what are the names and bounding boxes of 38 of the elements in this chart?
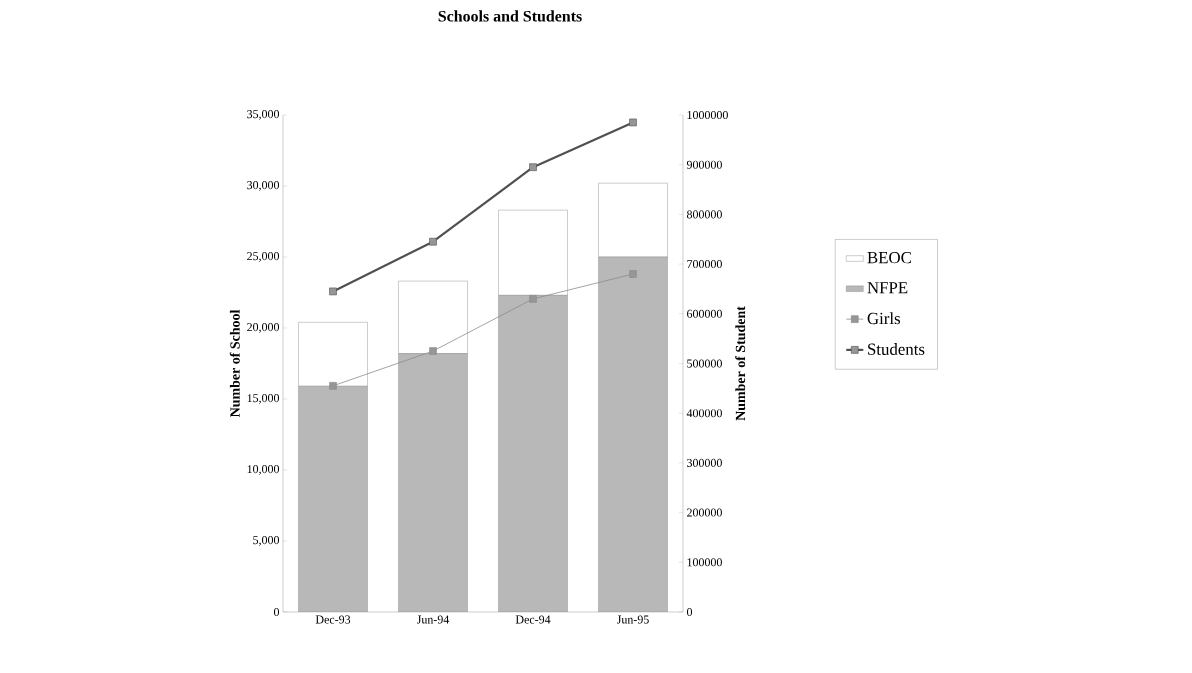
x-tick-label: Jun-95	[616, 615, 649, 624]
y-tick-label: 15,000	[247, 394, 280, 404]
y2-axis-title: Number of Student	[735, 306, 746, 421]
y-tick-label: 5,000	[253, 536, 280, 546]
x-tick-label: Jun-94	[416, 615, 450, 624]
y2-tick-label: 1000000	[687, 110, 728, 120]
x-tick-label: Dec-93	[315, 615, 351, 624]
point	[429, 237, 437, 246]
y2-tick-label: 700000	[687, 260, 722, 269]
legend-label: Girls	[867, 312, 901, 325]
point	[329, 287, 337, 296]
y-tick-label: 20,000	[247, 323, 280, 333]
y2-tick-label: 200000	[687, 508, 722, 517]
y-tick-label: 0	[273, 607, 280, 617]
point	[329, 382, 337, 390]
y-tick-label: 25,000	[247, 252, 280, 262]
legend-label: Students	[868, 343, 925, 355]
x-tick-label: Dec-94	[515, 615, 551, 624]
point	[429, 347, 437, 355]
legend-label: NFPE	[867, 282, 908, 294]
y2-tick-label: 600000	[687, 309, 722, 318]
y-axis-title: Number of School	[229, 309, 240, 418]
y2-tick-label: 400000	[686, 409, 722, 418]
y2-tick-label: 300000	[687, 458, 722, 467]
y-tick-label: 30,000	[247, 181, 280, 191]
y2-tick-label: 0	[686, 607, 693, 617]
y2-tick-label: 900000	[686, 160, 722, 169]
point	[629, 118, 637, 127]
point	[629, 270, 637, 278]
point	[529, 295, 537, 303]
point	[529, 163, 537, 171]
y-tick-label: 10,000	[247, 465, 280, 475]
y2-tick-label: 100000	[687, 558, 722, 567]
chart-title: Schools and Students	[438, 10, 582, 22]
y2-tick-label: 500000	[687, 359, 722, 368]
y2-tick-label: 800000	[686, 210, 722, 219]
legend-label: BEOC	[867, 251, 911, 264]
y-tick-label: 35,000	[247, 110, 280, 120]
